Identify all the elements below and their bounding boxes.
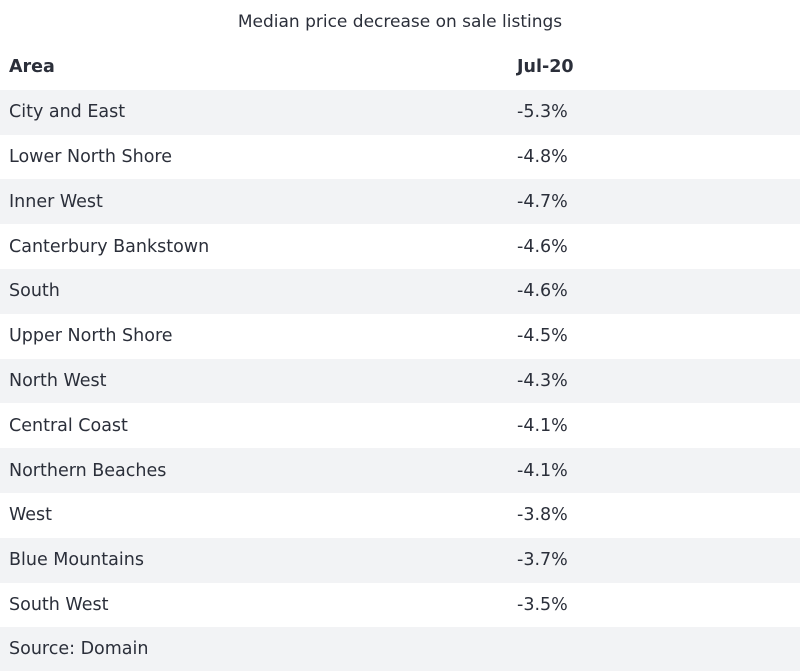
value-cell: -3.5%: [517, 594, 568, 615]
area-cell: Lower North Shore: [9, 146, 172, 167]
table-row: South West -3.5%: [0, 583, 800, 628]
table-row: Blue Mountains -3.7%: [0, 537, 800, 583]
area-cell: Blue Mountains: [9, 550, 144, 571]
area-cell: South: [9, 281, 60, 302]
value-cell: -4.7%: [517, 191, 568, 212]
area-cell: South West: [9, 594, 109, 615]
table-row: South -4.6%: [0, 268, 800, 314]
table-header-row: Area Jul-20: [0, 45, 800, 90]
area-cell: Central Coast: [9, 415, 128, 436]
table-title: Median price decrease on sale listings: [237, 12, 563, 32]
table-row: Northern Beaches -4.1%: [0, 448, 800, 493]
table-row: City and East -5.3%: [0, 89, 800, 135]
value-cell: -4.8%: [517, 146, 568, 167]
area-cell: City and East: [9, 102, 126, 123]
value-cell: -3.8%: [517, 505, 568, 526]
table-row: Lower North Shore -4.8%: [0, 135, 800, 180]
area-cell: North West: [9, 370, 107, 391]
value-cell: -5.3%: [517, 102, 568, 123]
value-cell: -4.1%: [517, 460, 568, 481]
value-cell: -4.6%: [517, 236, 568, 257]
table-row: Central Coast -4.1%: [0, 403, 800, 448]
value-cell: -4.6%: [517, 281, 568, 302]
source-note: Source: Domain: [0, 627, 800, 671]
value-cell: -3.7%: [517, 550, 568, 571]
area-cell: West: [9, 505, 53, 526]
area-cell: Upper North Shore: [9, 326, 173, 347]
header-area: Area: [9, 57, 55, 78]
value-cell: -4.1%: [517, 415, 568, 436]
value-cell: -4.3%: [517, 370, 568, 391]
table-body: City and East -5.3% Lower North Shore -4.8%…: [0, 89, 800, 628]
table-row: West -3.8%: [0, 493, 800, 538]
area-cell: Northern Beaches: [9, 460, 167, 481]
header-jul-20: Jul-20: [517, 57, 574, 78]
table-row: Upper North Shore -4.5%: [0, 314, 800, 359]
table-row: Inner West -4.7%: [0, 179, 800, 225]
value-cell: -4.5%: [517, 326, 568, 347]
table-row: Canterbury Bankstown -4.6%: [0, 224, 800, 269]
table-row: North West -4.3%: [0, 358, 800, 404]
area-cell: Canterbury Bankstown: [9, 236, 210, 257]
area-cell: Inner West: [9, 191, 103, 212]
